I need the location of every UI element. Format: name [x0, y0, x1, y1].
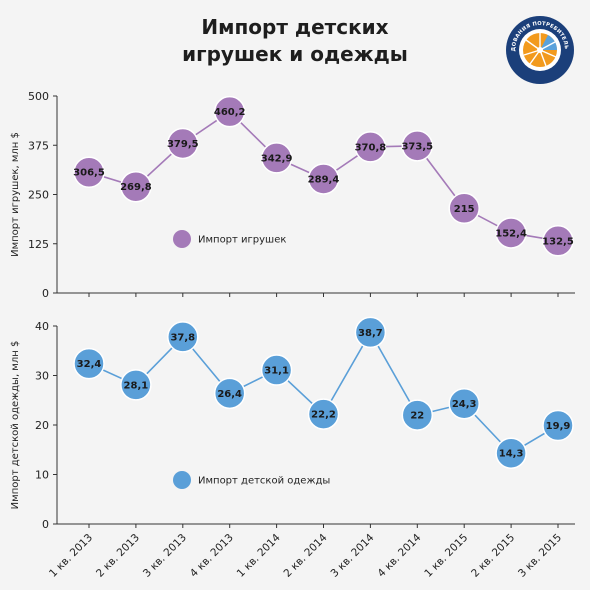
data-point — [354, 131, 387, 163]
data-label: 132,5 — [542, 236, 574, 247]
data-point — [213, 377, 246, 410]
data-point — [401, 399, 434, 431]
data-point — [260, 142, 293, 174]
data-point — [401, 130, 434, 162]
data-label: 24,3 — [452, 399, 477, 410]
y-tick-label: 125 — [28, 238, 49, 251]
series-line — [88, 330, 559, 455]
chart-title: Импорт детских игрушек и одежды — [150, 14, 440, 68]
legend-marker — [173, 471, 191, 489]
data-point — [354, 316, 387, 349]
research-center-logo: ЦЕНТР ИССЛЕДОВАНИЯ ПОТРЕБИТЕЛЬСКОГО РЫНК… — [505, 15, 574, 84]
data-point — [495, 217, 527, 249]
data-point — [73, 347, 105, 380]
data-label: 342,9 — [261, 153, 293, 164]
y-tick-label: 500 — [28, 90, 49, 103]
data-label: 22,2 — [311, 410, 336, 421]
legend-label: Импорт игрушек — [198, 235, 286, 246]
data-label: 19,9 — [546, 421, 571, 432]
x-tick-label: 4 кв. 2014 — [375, 531, 423, 579]
y-tick-label: 375 — [28, 139, 49, 152]
y-tick-label: 0 — [42, 518, 49, 531]
x-tick-label: 4 кв. 2013 — [188, 532, 236, 580]
data-label: 373,5 — [401, 141, 433, 152]
y-tick-label: 0 — [42, 287, 49, 300]
data-label: 152,4 — [495, 228, 527, 239]
data-label: 31,1 — [264, 366, 289, 377]
data-label: 38,7 — [358, 328, 383, 339]
title-line-1: Импорт детских — [201, 15, 389, 39]
data-label: 289,4 — [308, 174, 340, 185]
data-point — [307, 163, 340, 195]
x-tick-label: 1 кв. 2014 — [235, 531, 283, 579]
data-label: 370,8 — [355, 142, 387, 153]
data-label: 37,8 — [170, 332, 195, 343]
x-tick-label: 2 кв. 2015 — [469, 532, 517, 580]
x-tick-label: 3 кв. 2015 — [516, 532, 564, 580]
legend-marker — [173, 230, 191, 248]
x-tick-label: 3 кв. 2014 — [328, 531, 376, 579]
x-tick-label: 3 кв. 2013 — [141, 532, 189, 580]
x-tick-label: 2 кв. 2014 — [282, 531, 330, 579]
data-point — [542, 409, 574, 442]
logo-blue-wedge — [540, 35, 557, 50]
data-label: 22 — [410, 411, 424, 422]
x-tick-label: 1 кв. 2015 — [422, 532, 470, 580]
data-point — [307, 398, 340, 430]
data-label: 460,2 — [214, 107, 246, 118]
data-point — [167, 321, 199, 353]
y-tick-label: 40 — [35, 320, 49, 333]
y-axis-label: Импорт игрушек, млн $ — [10, 132, 21, 257]
data-label: 32,4 — [77, 359, 102, 370]
data-point — [73, 156, 105, 188]
x-tick-label: 1 кв. 2013 — [47, 532, 95, 580]
y-axis-label: Импорт детской одежды, млн $ — [10, 341, 21, 510]
data-label: 306,5 — [73, 168, 105, 179]
y-tick-label: 250 — [28, 189, 49, 202]
data-label: 269,8 — [120, 182, 152, 193]
data-point — [448, 387, 480, 420]
data-label: 379,5 — [167, 139, 199, 150]
y-tick-label: 20 — [35, 419, 49, 432]
data-label: 215 — [454, 204, 475, 215]
data-point — [542, 225, 574, 257]
legend-label: Импорт детской одежды — [198, 476, 330, 487]
y-tick-label: 30 — [35, 370, 49, 383]
data-point — [167, 127, 199, 160]
data-point — [260, 354, 293, 386]
data-label: 28,1 — [124, 380, 149, 391]
y-tick-label: 10 — [35, 469, 49, 482]
data-label: 26,4 — [217, 389, 242, 400]
x-tick-label: 2 кв. 2013 — [94, 532, 142, 580]
title-line-2: игрушек и одежды — [182, 42, 408, 66]
data-point — [120, 170, 152, 203]
data-point — [213, 95, 246, 128]
data-label: 14,3 — [499, 449, 524, 460]
data-point — [495, 437, 527, 469]
data-point — [120, 369, 152, 401]
data-point — [448, 192, 480, 225]
